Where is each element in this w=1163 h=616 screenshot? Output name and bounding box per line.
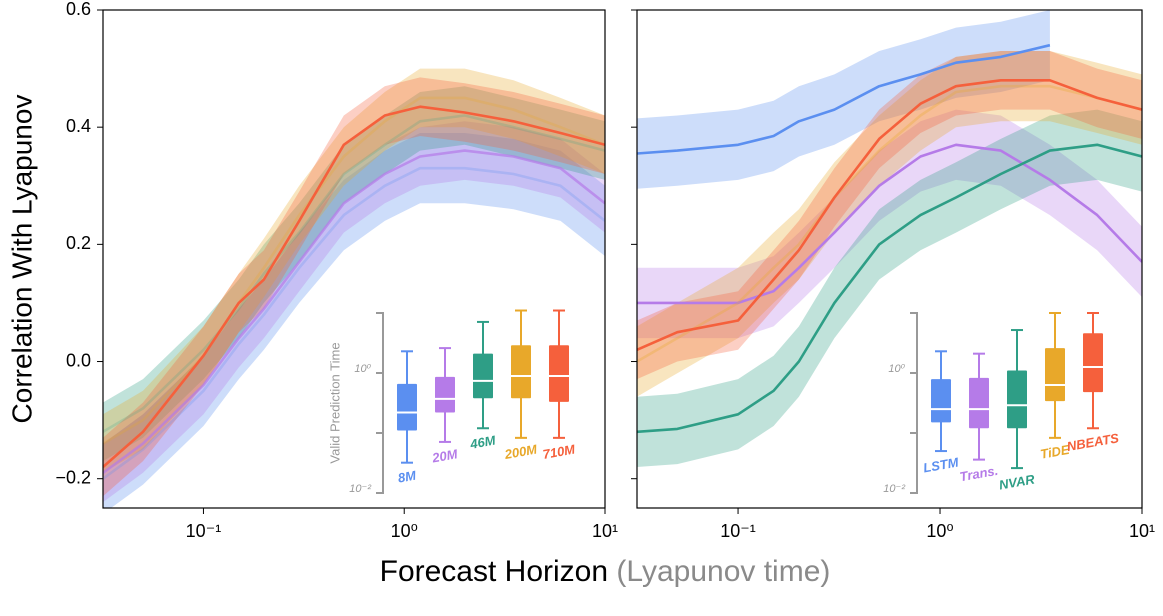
y-tick-label: 0.6	[66, 0, 91, 19]
confidence-band	[637, 51, 1142, 397]
box	[397, 383, 417, 431]
inset-tick-label: 10⁻²	[349, 483, 371, 495]
box	[1007, 370, 1027, 429]
box	[435, 376, 455, 413]
box	[549, 345, 569, 402]
y-axis-label: Correlation With Lyapunov	[6, 95, 37, 424]
series-line	[637, 143, 1142, 434]
confidence-band	[637, 51, 1142, 380]
inset-tick-label: 10⁻²	[883, 483, 905, 495]
x-tick-label: 10⁻¹	[720, 521, 756, 541]
x-tick-label: 10¹	[1129, 521, 1155, 541]
inset-tick-label: 10⁰	[888, 363, 905, 375]
inset-tick-label: 10⁰	[354, 363, 371, 375]
box	[473, 353, 493, 399]
confidence-band	[637, 109, 1142, 467]
box-label: TiDE	[1039, 442, 1071, 462]
box	[1083, 333, 1103, 393]
box-label: LSTM	[922, 454, 961, 475]
plot-frame	[636, 9, 1143, 509]
confidence-band	[103, 86, 605, 462]
box-label: NBEATS	[1066, 430, 1121, 454]
series-line	[637, 43, 1051, 155]
box-label: NVAR	[998, 471, 1037, 492]
y-tick-label: 0.0	[66, 350, 91, 370]
confidence-band	[103, 133, 605, 508]
series-line	[103, 149, 605, 474]
x-axis-label-unit: (Lyapunov time)	[616, 555, 830, 588]
x-tick-label: 10¹	[592, 521, 618, 541]
series-line	[637, 143, 1142, 305]
box-label: 46M	[468, 432, 498, 452]
series-line	[637, 79, 1142, 351]
y-tick-label: 0.4	[66, 116, 91, 136]
box	[969, 377, 989, 429]
plot-area	[637, 10, 1142, 467]
x-axis-label: Forecast Horizon (Lyapunov time)	[380, 555, 831, 588]
series-line	[103, 105, 605, 468]
box-label: 8M	[397, 467, 419, 485]
confidence-band	[103, 77, 605, 497]
box	[511, 345, 531, 399]
box-label: Trans.	[958, 463, 999, 485]
box-label: 20M	[430, 446, 460, 466]
inset-axis-label: Valid Prediction Time	[327, 342, 342, 463]
y-tick-label: 0.2	[66, 233, 91, 253]
box	[1045, 348, 1065, 402]
box-label: 710M	[541, 441, 577, 462]
y-tick-label: −0.2	[55, 467, 91, 487]
x-axis-label-main: Forecast Horizon	[380, 555, 608, 588]
box	[931, 379, 951, 423]
box-label: 200M	[503, 441, 540, 462]
plot-frame	[102, 9, 606, 509]
plot-area	[103, 68, 605, 508]
x-tick-label: 10⁰	[926, 521, 953, 541]
series-line	[637, 84, 1142, 363]
series-line	[103, 166, 605, 480]
x-tick-label: 10⁻¹	[186, 521, 222, 541]
x-tick-label: 10⁰	[391, 521, 418, 541]
series-line	[103, 114, 605, 433]
